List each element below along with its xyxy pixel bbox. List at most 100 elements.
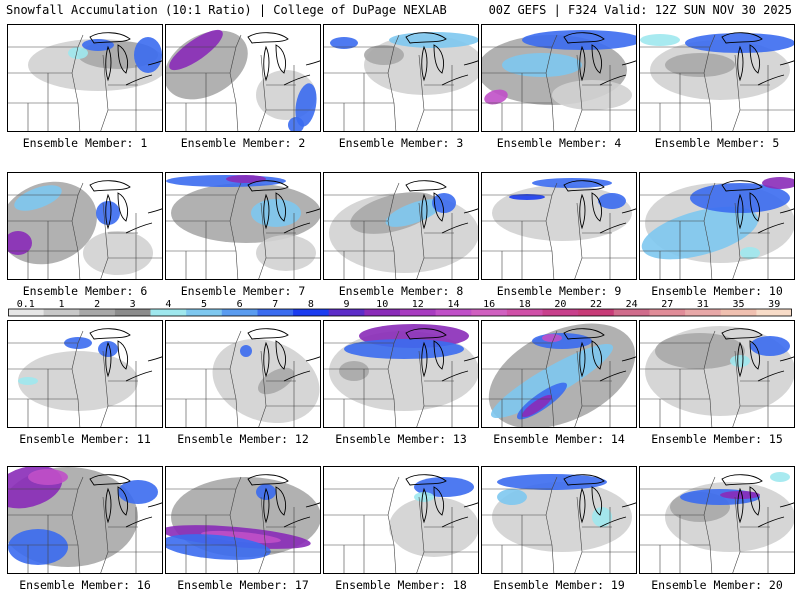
snowfall-map xyxy=(166,467,320,573)
scale-swatch xyxy=(221,309,258,316)
snowfall-map xyxy=(8,173,162,279)
snowfall-shading xyxy=(490,343,614,419)
ensemble-member-label: Ensemble Member: 8 xyxy=(338,284,464,298)
ensemble-member-map-18 xyxy=(323,466,479,574)
great-lakes-outline xyxy=(247,32,320,86)
snowfall-shading xyxy=(414,492,434,502)
snowfall-map xyxy=(324,321,478,427)
scale-tick-label: 6 xyxy=(237,299,243,310)
ensemble-member-label: Ensemble Member: 2 xyxy=(180,136,306,150)
ensemble-member-map-8 xyxy=(323,172,479,280)
ensemble-member-map-10 xyxy=(639,172,795,280)
scale-tick-label: 31 xyxy=(697,299,709,310)
scale-tick-label: 8 xyxy=(308,299,314,310)
great-lakes-outline xyxy=(721,180,794,234)
ensemble-member-map-14 xyxy=(481,320,637,428)
map-geography xyxy=(640,476,794,573)
ensemble-member-label: Ensemble Member: 19 xyxy=(493,578,625,592)
ensemble-member-label: Ensemble Member: 14 xyxy=(493,432,625,446)
ensemble-member-map-11 xyxy=(7,320,163,428)
snowfall-shading xyxy=(14,185,62,211)
snowfall-map xyxy=(8,25,162,131)
scale-swatch xyxy=(400,309,437,316)
great-lakes-outline xyxy=(405,328,478,382)
scale-swatch xyxy=(471,309,508,316)
snowfall-shading xyxy=(28,469,68,485)
map-geography xyxy=(166,476,320,573)
ensemble-member-map-17 xyxy=(165,466,321,574)
snowfall-shading xyxy=(166,534,271,560)
snowfall-shading xyxy=(339,361,369,381)
snowfall-shading xyxy=(201,530,281,544)
scale-tick-label: 18 xyxy=(519,299,531,310)
scale-outline xyxy=(8,308,792,317)
snowfall-map xyxy=(324,25,478,131)
snowfall-shading xyxy=(598,193,626,209)
snowfall-shading xyxy=(226,175,266,183)
ensemble-member-label: Ensemble Member: 11 xyxy=(19,432,151,446)
snowfall-shading xyxy=(364,45,404,65)
ensemble-member-label: Ensemble Member: 20 xyxy=(651,578,783,592)
ensemble-member-label: Ensemble Member: 10 xyxy=(651,284,783,298)
scale-swatch xyxy=(364,309,401,316)
scale-tick-label: 35 xyxy=(732,299,744,310)
scale-swatch xyxy=(578,309,615,316)
snowfall-shading xyxy=(330,37,358,49)
snowfall-shading xyxy=(552,80,632,110)
ensemble-member-map-3 xyxy=(323,24,479,132)
scale-tick-label: 20 xyxy=(554,299,566,310)
snowfall-shading xyxy=(532,178,612,188)
scale-swatch xyxy=(685,309,722,316)
map-geography xyxy=(324,476,478,573)
scale-tick-label: 1 xyxy=(58,299,64,310)
scale-swatch xyxy=(613,309,650,316)
great-lakes-outline xyxy=(247,474,320,528)
map-geography xyxy=(640,182,794,279)
snowfall-shading xyxy=(385,199,443,227)
ensemble-member-label: Ensemble Member: 9 xyxy=(496,284,622,298)
ensemble-member-label: Ensemble Member: 12 xyxy=(177,432,309,446)
snowfall-color-scale: 0.1 1 2 3 4 5 6 7 8 9 10 12 14 16 18 20 22 24 27 31 35 39 xyxy=(8,298,792,318)
ensemble-member-label: Ensemble Member: 3 xyxy=(338,136,464,150)
snowfall-shading xyxy=(83,231,153,275)
ensemble-member-map-19 xyxy=(481,466,637,574)
ensemble-member-map-20 xyxy=(639,466,795,574)
snowfall-shading xyxy=(256,235,316,271)
snowfall-map xyxy=(166,173,320,279)
scale-swatch xyxy=(506,309,543,316)
snowfall-shading xyxy=(134,37,162,73)
snowfall-map xyxy=(324,173,478,279)
snowfall-shading xyxy=(750,336,790,356)
map-geography xyxy=(8,34,162,131)
scale-tick-label: 39 xyxy=(768,299,780,310)
great-lakes-outline xyxy=(721,32,794,86)
scale-swatch xyxy=(542,309,579,316)
color-scale-bar: 0.1 1 2 3 4 5 6 7 8 9 10 12 14 16 18 20 22 24 27 31 35 39 xyxy=(8,299,792,317)
great-lakes-outline xyxy=(563,32,636,86)
scale-tick-label: 16 xyxy=(483,299,495,310)
snowfall-shading xyxy=(8,529,68,565)
snowfall-shading xyxy=(592,507,612,527)
snowfall-map xyxy=(640,25,794,131)
map-geography xyxy=(482,476,636,573)
snowfall-shading xyxy=(8,231,32,255)
map-geography xyxy=(482,330,636,427)
snowfall-shading xyxy=(171,183,320,243)
ensemble-member-label: Ensemble Member: 6 xyxy=(22,284,148,298)
snowfall-map xyxy=(640,321,794,427)
map-geography xyxy=(482,182,636,279)
scale-tick-label: 10 xyxy=(376,299,388,310)
snowfall-map xyxy=(482,467,636,573)
snowfall-map xyxy=(482,321,636,427)
snowfall-shading xyxy=(240,345,252,357)
scale-swatch xyxy=(293,309,330,316)
scale-swatch xyxy=(756,309,792,316)
map-geography xyxy=(8,330,162,427)
scale-tick-label: 2 xyxy=(94,299,100,310)
scale-swatch xyxy=(8,309,45,316)
snowfall-shading xyxy=(251,199,301,227)
snowfall-shading xyxy=(256,484,276,500)
ensemble-member-label: Ensemble Member: 1 xyxy=(22,136,148,150)
ensemble-member-map-1 xyxy=(7,24,163,132)
ensemble-member-label: Ensemble Member: 16 xyxy=(19,578,151,592)
